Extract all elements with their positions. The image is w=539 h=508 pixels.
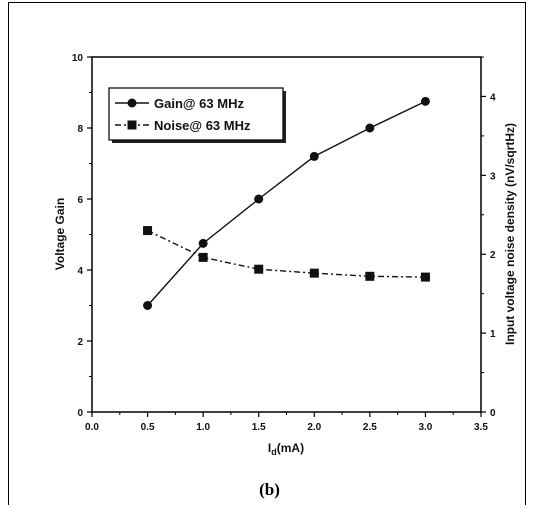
series-2-line — [147, 229, 426, 278]
right-y-tick-label: 2 — [490, 250, 496, 261]
x-tick-label: 0.5 — [141, 422, 155, 433]
dual-axis-line-chart: 0.0 0.5 1.0 1.5 2.0 2.5 3.0 3.5 0 2 4 6 8 10 0 1 2 3 4 G… — [53, 53, 517, 457]
x-tick-label: 2.0 — [307, 422, 321, 433]
left-y-tick-label: 4 — [77, 266, 83, 277]
legend-box — [108, 87, 284, 141]
right-y-tick-label: 1 — [490, 329, 496, 340]
x-axis-ticks: 0.0 0.5 1.0 1.5 2.0 2.5 3.0 3.5 — [85, 412, 488, 433]
right-y-axis-ticks: 0 1 2 3 4 — [481, 56, 496, 419]
x-tick-label: 1.0 — [196, 422, 210, 433]
right-y-axis-title: Input voltage noise density (nV/sqrtHz) — [503, 123, 517, 345]
x-tick-label: 3.5 — [474, 422, 488, 433]
left-y-tick-label: 6 — [77, 195, 83, 206]
right-y-tick-label: 4 — [490, 92, 496, 103]
series-1-point — [420, 96, 430, 106]
x-tick-label: 2.5 — [363, 422, 377, 433]
left-y-axis-title: Voltage Gain — [53, 198, 67, 270]
left-y-tick-label: 8 — [77, 124, 83, 135]
left-y-axis-ticks: 0 2 4 6 8 10 — [72, 53, 92, 419]
series-1-point — [254, 194, 264, 204]
figure-frame — [8, 2, 526, 505]
legend-swatch-marker — [127, 98, 137, 108]
series-1-line — [147, 100, 426, 306]
series-layer — [143, 96, 430, 310]
left-y-tick-label: 0 — [77, 408, 83, 419]
legend-swatch-marker — [127, 120, 137, 130]
left-y-tick-label: 10 — [72, 53, 84, 64]
figure-caption: (b) — [259, 480, 280, 499]
series-1-point — [198, 238, 208, 248]
x-tick-label: 0.0 — [85, 422, 99, 433]
series-1-point — [143, 301, 153, 310]
legend: Gain@ 63 MHz Noise@ 63 MHz — [108, 87, 286, 143]
x-axis-title: Id(mA) — [268, 441, 304, 457]
series-2-point — [420, 272, 430, 282]
series-1-point — [309, 151, 319, 161]
x-tick-label: 1.5 — [252, 422, 266, 433]
x-tick-label: 3.0 — [418, 422, 432, 433]
series-2-point — [143, 226, 153, 236]
right-y-tick-label: 3 — [490, 171, 496, 182]
series-2-point — [198, 252, 208, 262]
left-y-tick-label: 2 — [77, 337, 83, 348]
series-2-point — [254, 264, 264, 274]
legend-label: Noise@ 63 MHz — [154, 118, 251, 133]
right-y-tick-label: 0 — [490, 408, 496, 419]
series-2-point — [309, 268, 319, 278]
series-2-point — [365, 271, 375, 281]
legend-label: Gain@ 63 MHz — [154, 96, 244, 111]
series-1-point — [365, 123, 375, 133]
